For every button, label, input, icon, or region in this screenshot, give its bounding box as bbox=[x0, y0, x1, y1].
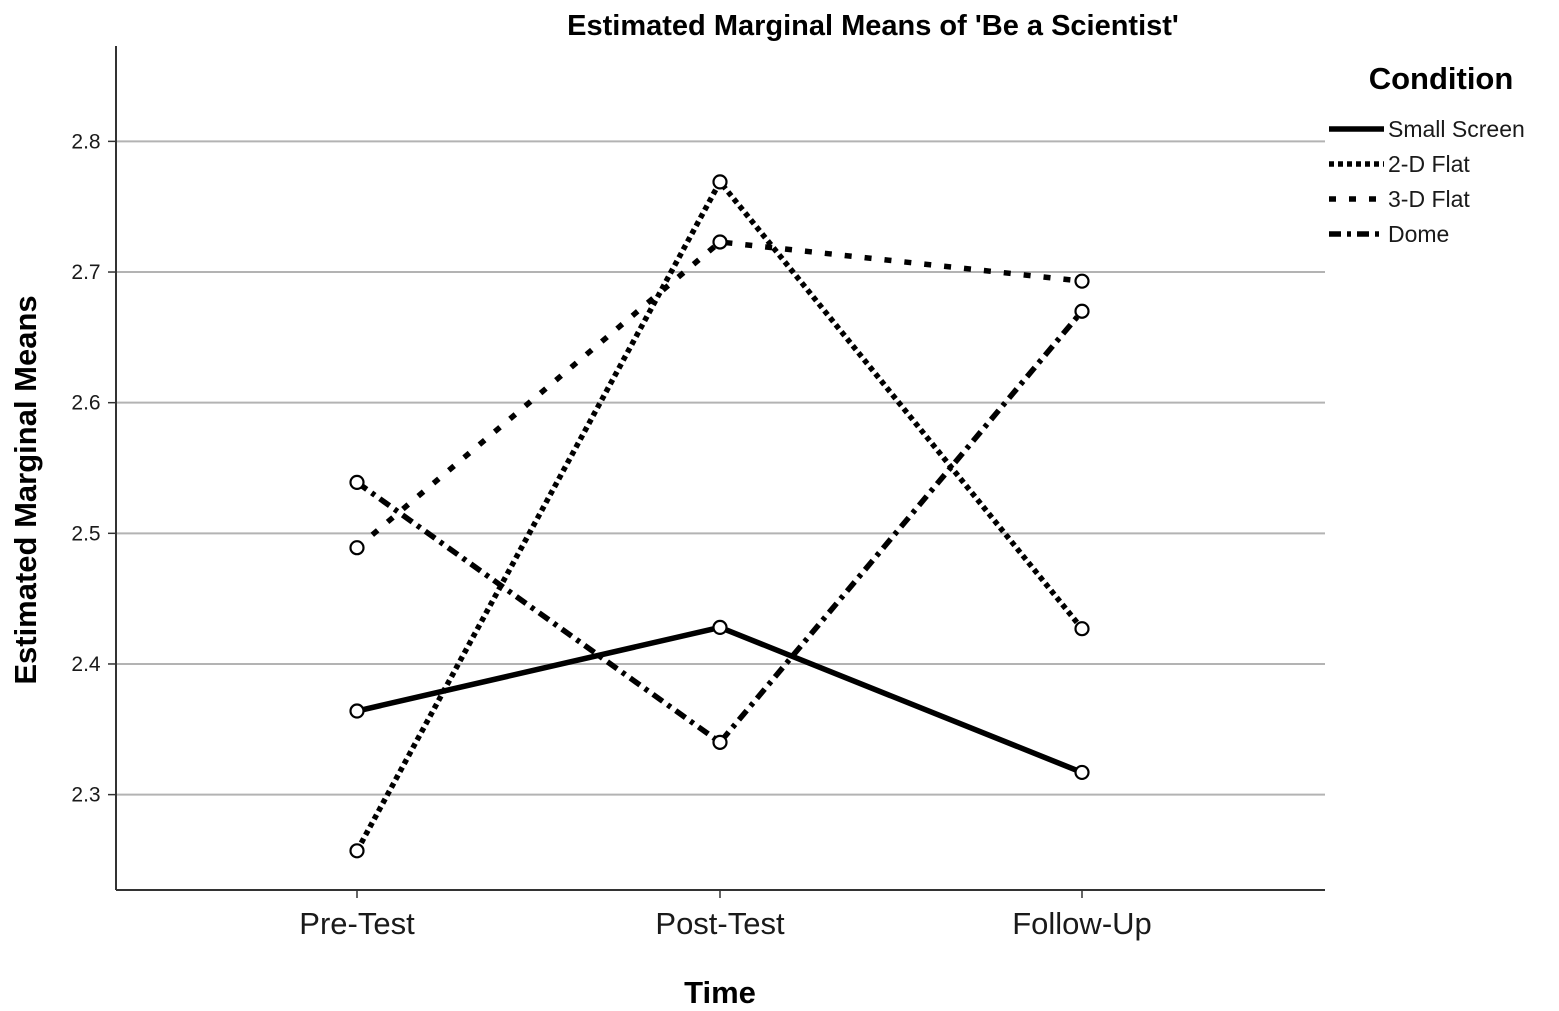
point-small-screen-1 bbox=[712, 619, 728, 635]
legend-label-dome: Dome bbox=[1388, 221, 1449, 247]
grid-lines bbox=[108, 140, 1325, 796]
x-tick-label-post-test: Post-Test bbox=[655, 906, 785, 941]
y-tick-label-2.3: 2.3 bbox=[71, 784, 100, 807]
chart-title: Estimated Marginal Means of 'Be a Scient… bbox=[567, 10, 1179, 42]
y-tick-label-2.4: 2.4 bbox=[71, 653, 101, 676]
legend-title: Condition bbox=[1369, 61, 1514, 96]
legend-label-3-d-flat: 3-D Flat bbox=[1388, 186, 1470, 212]
point-2-d-flat-0 bbox=[349, 843, 365, 859]
series-line-dome bbox=[355, 309, 1085, 747]
legend-label-small-screen: Small Screen bbox=[1388, 116, 1525, 142]
point-2-d-flat-2 bbox=[1074, 621, 1090, 637]
y-axis-label: Estimated Marginal Means bbox=[8, 295, 43, 684]
x-axis-label: Time bbox=[684, 975, 756, 1010]
y-tick-label-2.5: 2.5 bbox=[71, 522, 100, 545]
y-tick-label-2.8: 2.8 bbox=[71, 130, 100, 153]
x-tick-labels: Pre-Test Post-Test Follow-Up bbox=[299, 890, 1152, 941]
point-small-screen-0 bbox=[349, 703, 365, 719]
y-tick-label-2.7: 2.7 bbox=[71, 261, 100, 284]
y-tick-label-2.6: 2.6 bbox=[71, 392, 100, 415]
y-tick-labels: 2.3 2.4 2.5 2.6 2.7 2.8 bbox=[71, 130, 101, 806]
data-points bbox=[349, 174, 1090, 859]
point-dome-0 bbox=[349, 474, 365, 490]
legend-label-2-d-flat: 2-D Flat bbox=[1388, 151, 1470, 177]
x-tick-label-follow-up: Follow-Up bbox=[1012, 906, 1152, 941]
point-2-d-flat-1 bbox=[712, 174, 728, 190]
point-dome-1 bbox=[712, 734, 728, 750]
point-3-d-flat-1 bbox=[712, 234, 728, 250]
point-3-d-flat-2 bbox=[1074, 273, 1090, 289]
point-small-screen-2 bbox=[1074, 764, 1090, 781]
x-tick-label-pre-test: Pre-Test bbox=[299, 906, 415, 941]
series-lines bbox=[354, 176, 1085, 853]
point-3-d-flat-0 bbox=[349, 540, 365, 556]
series-line-2-d-flat bbox=[354, 176, 1085, 853]
axes bbox=[115, 46, 1325, 891]
point-dome-2 bbox=[1074, 303, 1090, 319]
legend: Condition Small Screen 2-D Flat 3-D Flat Do… bbox=[1329, 61, 1525, 247]
series-line-3-d-flat bbox=[355, 239, 1083, 550]
